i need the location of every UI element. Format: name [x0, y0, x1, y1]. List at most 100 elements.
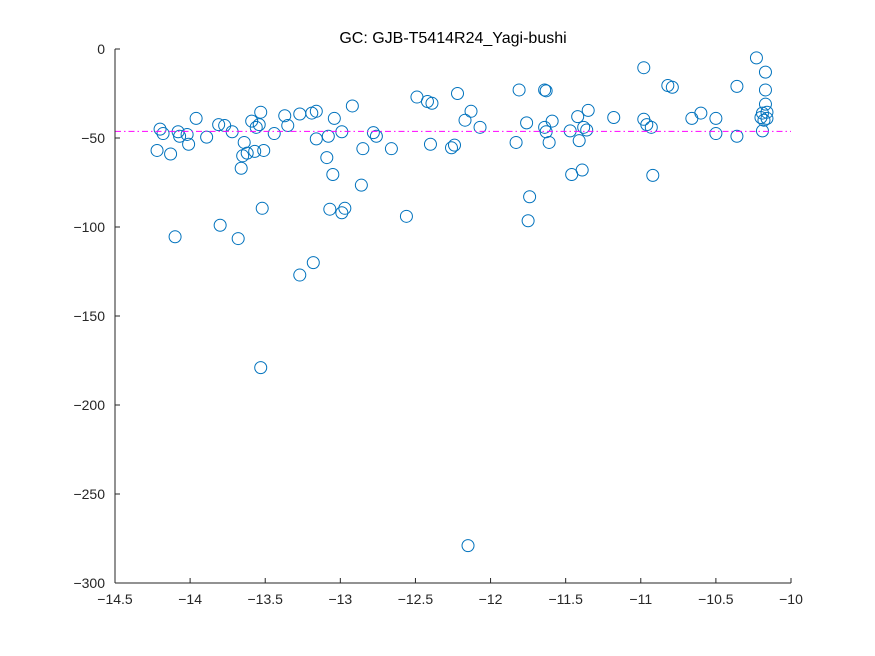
data-point: [212, 118, 226, 132]
data-point: [423, 137, 437, 151]
data-point: [150, 143, 164, 157]
data-point: [512, 83, 526, 97]
data-point: [354, 178, 368, 192]
data-point: [356, 142, 370, 156]
data-point: [335, 206, 349, 220]
data-point: [464, 104, 478, 118]
data-point: [164, 147, 178, 161]
y-tick-label: −250: [73, 486, 105, 502]
data-point: [760, 105, 774, 119]
data-point: [758, 83, 772, 97]
data-point: [293, 268, 307, 282]
data-point: [306, 256, 320, 270]
data-point: [581, 103, 595, 117]
data-point: [156, 127, 170, 141]
data-point: [323, 202, 337, 216]
data-point: [521, 214, 535, 228]
x-tick-label: −10.5: [698, 591, 734, 607]
data-point: [665, 80, 679, 94]
data-point: [575, 163, 589, 177]
data-point: [458, 113, 472, 127]
data-point: [366, 126, 380, 140]
data-point: [252, 118, 266, 132]
data-point: [168, 230, 182, 244]
data-point: [369, 129, 383, 143]
data-point: [577, 120, 591, 134]
data-point: [309, 132, 323, 146]
data-point: [545, 114, 559, 128]
data-point: [451, 87, 465, 100]
x-tick-label: −13: [328, 591, 352, 607]
y-tick-label: −200: [73, 397, 105, 413]
x-axis: −14.5 −14 −13.5 −13 −12.5 −12 −11.5 −11 −10.5 −10: [97, 578, 803, 607]
data-point: [607, 111, 621, 125]
data-point: [326, 167, 340, 181]
data-point: [320, 151, 334, 165]
data-point: [709, 111, 723, 125]
x-tick-label: −11: [629, 591, 652, 607]
data-point: [758, 97, 772, 111]
data-point: [189, 111, 203, 125]
data-point: [153, 122, 167, 136]
x-tick-label: −14: [178, 591, 202, 607]
data-point: [345, 99, 359, 113]
data-points: [150, 51, 774, 553]
y-tick-label: 0: [97, 41, 105, 57]
data-point: [755, 124, 769, 138]
data-point: [231, 232, 245, 246]
data-point: [730, 129, 744, 143]
data-point: [257, 143, 271, 157]
data-point: [321, 129, 335, 143]
data-point: [200, 130, 214, 144]
data-point: [384, 142, 398, 156]
data-point: [520, 116, 534, 130]
x-tick-label: −13.5: [248, 591, 284, 607]
data-point: [571, 110, 585, 124]
data-point: [327, 111, 341, 125]
data-point: [180, 127, 194, 141]
y-axis: 0 −50 −100 −150 −200 −250 −300: [73, 41, 120, 591]
data-point: [444, 141, 458, 155]
data-point: [542, 135, 556, 149]
data-point: [255, 201, 269, 215]
x-tick-label: −10: [779, 591, 803, 607]
data-point: [267, 127, 281, 141]
data-point: [758, 65, 772, 79]
data-point: [448, 138, 462, 152]
data-point: [338, 201, 352, 215]
data-point: [473, 120, 487, 134]
data-point: [213, 218, 227, 232]
data-point: [254, 105, 268, 119]
x-tick-label: −12.5: [398, 591, 434, 607]
data-point: [309, 104, 323, 118]
data-point: [173, 129, 187, 143]
chart-title: GC: GJB-T5414R24_Yagi-bushi: [339, 30, 566, 47]
data-point: [580, 123, 594, 137]
y-tick-label: −150: [73, 308, 105, 324]
x-tick-label: −14.5: [97, 591, 133, 607]
data-point: [644, 120, 658, 134]
data-point: [694, 106, 708, 120]
y-tick-label: −100: [73, 219, 105, 235]
y-tick-label: −50: [81, 130, 105, 146]
plot-area: [115, 49, 791, 583]
x-tick-label: −12: [479, 591, 503, 607]
data-point: [572, 134, 586, 148]
data-point: [399, 209, 413, 223]
data-point: [249, 120, 263, 134]
data-point: [539, 84, 553, 98]
data-point: [760, 111, 774, 125]
data-point: [509, 135, 523, 149]
data-point: [538, 83, 552, 97]
data-point: [281, 119, 295, 133]
data-point: [709, 127, 723, 141]
data-point: [240, 146, 254, 160]
data-point: [730, 79, 744, 93]
data-point: [182, 137, 196, 151]
data-point: [563, 124, 577, 138]
data-point: [234, 161, 248, 175]
data-point: [646, 168, 660, 182]
x-tick-label: −11.5: [548, 591, 583, 607]
data-point: [248, 144, 262, 158]
